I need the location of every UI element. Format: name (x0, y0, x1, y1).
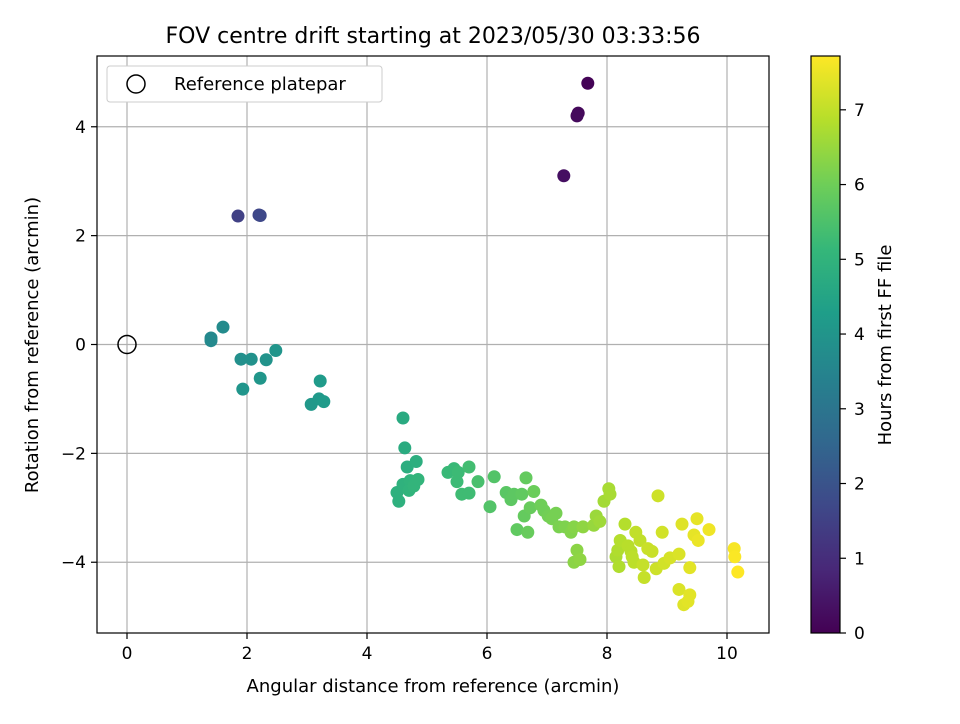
data-point (471, 475, 485, 489)
x-tick-label: 10 (716, 644, 738, 664)
data-point (409, 455, 423, 469)
data-point (651, 489, 665, 503)
y-tick-label: 0 (75, 336, 86, 356)
data-point (675, 517, 689, 531)
colorbar-tick-label: 3 (854, 400, 865, 420)
data-point (450, 475, 464, 489)
data-point (487, 470, 501, 484)
legend-frame (106, 65, 383, 103)
data-point (581, 76, 595, 90)
data-point (317, 395, 331, 409)
data-point (549, 506, 563, 520)
colorbar-tick-label: 2 (854, 475, 865, 495)
data-point (411, 472, 425, 486)
legend-entry: Reference platepar (174, 74, 346, 95)
data-point (204, 334, 218, 348)
colorbar-tick-label: 1 (854, 549, 865, 569)
data-point (483, 500, 497, 514)
data-point (396, 411, 410, 425)
colorbar-ticks: 0 1 2 3 4 5 6 7 (840, 101, 865, 644)
y-tick-label: −2 (61, 444, 86, 464)
data-point (637, 570, 651, 584)
x-ticks: 0 2 4 6 8 10 (122, 633, 738, 664)
colorbar-label: Hours from first FF file (875, 245, 896, 446)
data-point (672, 582, 686, 596)
data-point (618, 517, 632, 531)
data-points (204, 76, 745, 612)
data-point (593, 514, 607, 528)
data-point (523, 501, 537, 515)
data-point (234, 352, 248, 366)
data-point (462, 460, 476, 474)
data-point (611, 543, 625, 557)
data-point (398, 441, 412, 455)
data-point (392, 494, 406, 508)
y-tick-label: −4 (61, 553, 86, 573)
data-point (519, 471, 533, 485)
data-point (567, 520, 581, 534)
chart-title: FOV centre drift starting at 2023/05/30 … (166, 24, 701, 49)
data-point (231, 209, 245, 223)
data-point (259, 353, 273, 367)
data-point (253, 208, 267, 222)
data-point (683, 561, 697, 575)
data-point (216, 320, 230, 334)
data-point (244, 352, 258, 366)
data-point (683, 588, 697, 602)
reference-marker (117, 334, 137, 355)
data-point (612, 560, 626, 574)
data-point (313, 374, 327, 388)
data-point (645, 544, 659, 558)
data-point (672, 547, 686, 561)
y-tick-label: 2 (75, 227, 86, 247)
data-point (728, 550, 742, 564)
data-point (253, 371, 267, 385)
legend: Reference platepar (106, 65, 383, 103)
data-point (576, 520, 590, 534)
data-point (570, 109, 584, 123)
x-tick-label: 6 (482, 644, 493, 664)
data-point (269, 343, 283, 357)
x-tick-label: 0 (122, 644, 133, 664)
data-point (573, 553, 587, 567)
data-point (633, 533, 647, 547)
data-point (702, 523, 716, 537)
colorbar-tick-label: 0 (854, 624, 865, 644)
data-point (602, 482, 616, 496)
x-tick-label: 4 (362, 644, 373, 664)
legend-marker (126, 74, 146, 94)
colorbar: 0 1 2 3 4 5 6 7 Hours from first FF file (810, 55, 896, 644)
grid (97, 56, 769, 633)
data-point (236, 382, 250, 396)
y-axis-label: Rotation from reference (arcmin) (22, 197, 43, 493)
y-ticks: −4 −2 0 2 4 (61, 118, 97, 573)
x-axis-label: Angular distance from reference (arcmin) (247, 676, 620, 697)
colorbar-tick-label: 5 (854, 250, 865, 270)
data-point (521, 525, 535, 539)
data-point (557, 169, 571, 183)
colorbar-gradient (810, 55, 841, 634)
data-point (527, 484, 541, 498)
y-tick-label: 4 (75, 118, 86, 138)
x-tick-label: 8 (602, 644, 613, 664)
colorbar-tick-label: 4 (854, 325, 865, 345)
data-point (510, 523, 524, 537)
colorbar-tick-label: 6 (854, 176, 865, 196)
colorbar-tick-label: 7 (854, 101, 865, 121)
data-point (515, 487, 529, 501)
data-point (731, 565, 745, 579)
data-point (690, 512, 704, 526)
data-point (462, 486, 476, 500)
data-point (655, 525, 669, 539)
data-point (636, 558, 650, 572)
x-tick-label: 2 (242, 644, 253, 664)
data-point (691, 533, 705, 547)
